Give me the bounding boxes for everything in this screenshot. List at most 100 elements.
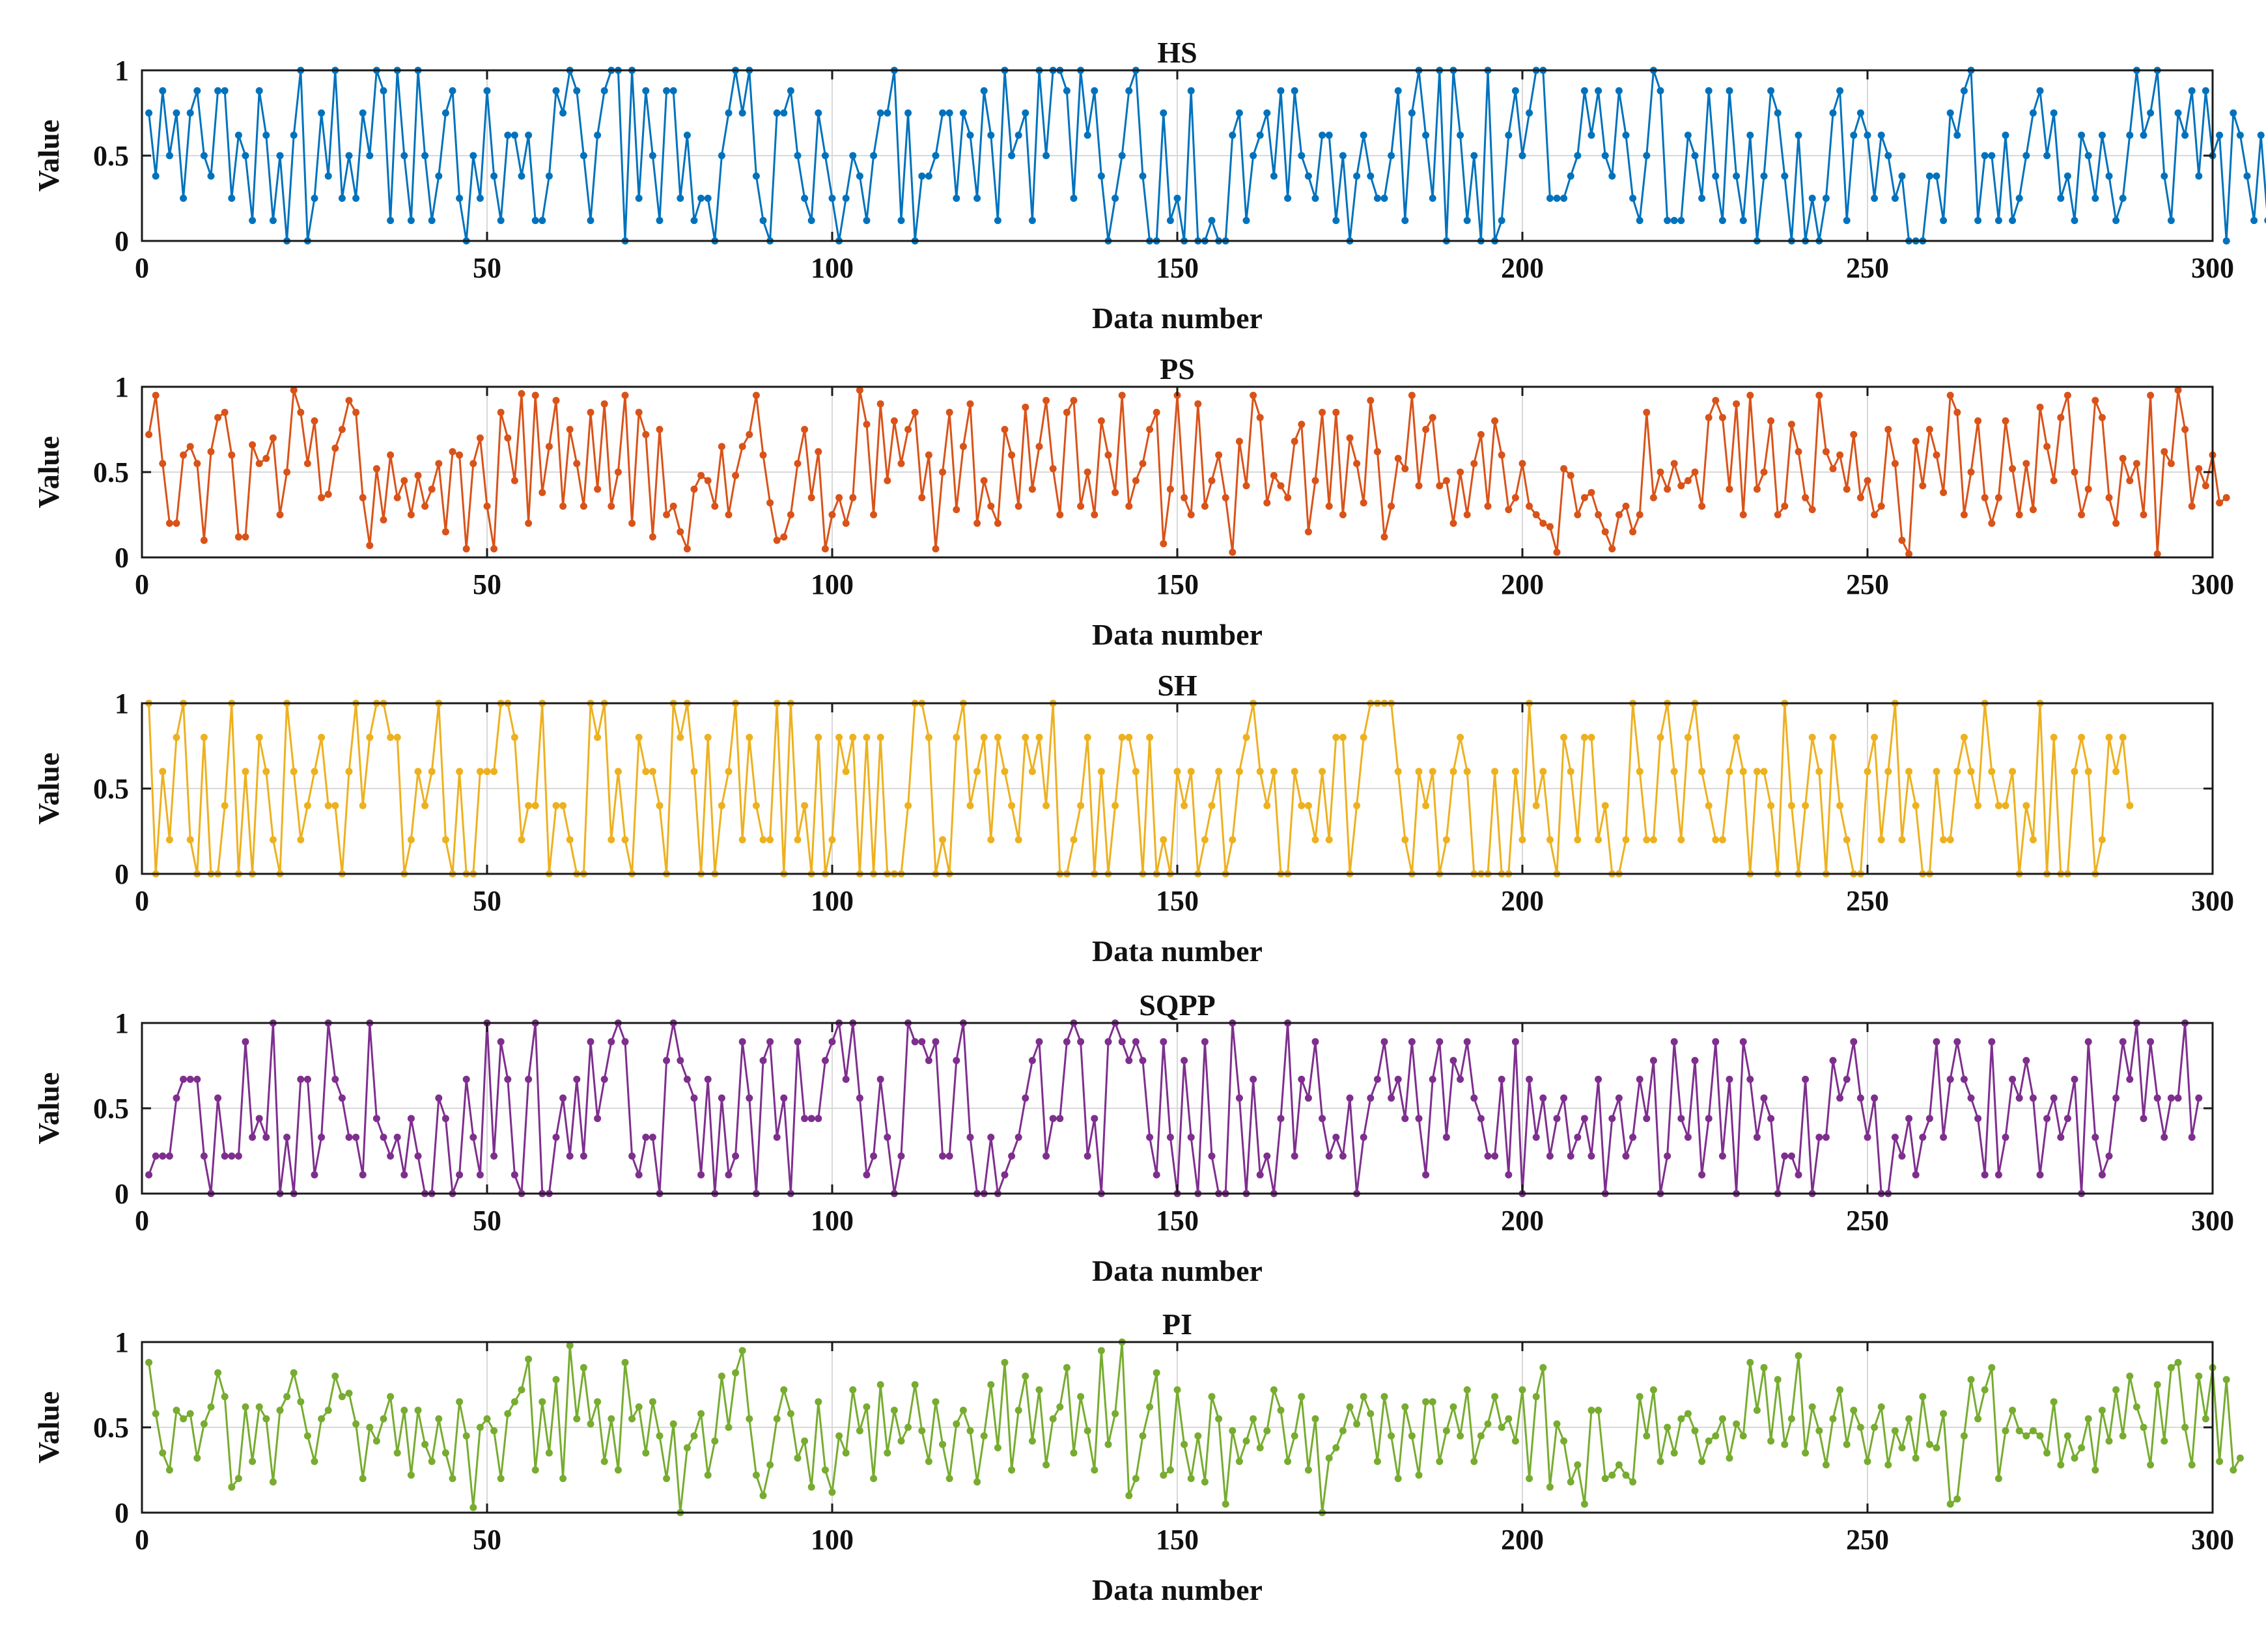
data-point-ps-284 [2098, 413, 2106, 421]
data-point-pi-167 [1291, 1432, 1298, 1440]
data-point-pi-48 [469, 1504, 477, 1511]
data-point-ps-185 [1415, 482, 1423, 490]
data-point-ps-139 [1097, 417, 1105, 425]
data-point-ps-60 [552, 397, 560, 404]
data-point-hs-9 [200, 152, 208, 160]
data-point-ps-46 [456, 451, 464, 459]
data-point-sqpp-291 [2147, 1038, 2155, 1046]
data-point-hs-301 [2216, 132, 2224, 139]
data-point-hs-186 [1422, 132, 1430, 139]
data-point-ps-227 [1705, 413, 1713, 421]
data-point-pi-220 [1657, 1457, 1664, 1465]
data-point-hs-76 [663, 87, 671, 94]
data-point-sqpp-264 [1960, 1076, 1968, 1083]
data-point-sqpp-182 [1394, 1076, 1402, 1083]
data-point-pi-264 [1960, 1432, 1968, 1440]
x-tick-label-ps-6: 300 [2191, 568, 2234, 600]
data-point-hs-42 [428, 217, 436, 225]
data-point-sh-103 [849, 733, 857, 741]
data-point-pi-293 [2161, 1437, 2168, 1445]
data-point-hs-90 [759, 217, 767, 225]
data-point-ps-42 [428, 485, 436, 493]
data-point-hs-215 [1622, 132, 1630, 139]
data-point-ps-39 [407, 511, 415, 518]
data-point-ps-78 [677, 528, 684, 536]
data-point-pi-123 [987, 1381, 995, 1388]
data-point-ps-196 [1491, 417, 1499, 425]
data-point-pi-14 [234, 1475, 242, 1483]
data-point-hs-251 [1871, 195, 1879, 202]
data-point-sh-171 [1319, 768, 1326, 776]
data-point-sh-247 [1843, 836, 1851, 844]
data-point-ps-95 [794, 460, 802, 468]
data-point-ps-54 [511, 477, 518, 484]
data-point-ps-31 [352, 408, 360, 416]
data-point-sh-208 [1574, 836, 1582, 844]
data-point-ps-173 [1332, 408, 1340, 416]
data-point-sqpp-116 [939, 1152, 947, 1160]
data-point-pi-255 [1898, 1444, 1906, 1451]
data-point-pi-133 [1056, 1403, 1064, 1411]
data-point-hs-168 [1298, 152, 1306, 160]
data-point-sh-200 [1518, 836, 1526, 844]
data-point-ps-263 [1953, 408, 1961, 416]
panel-sqpp: 0 50 100 150 200 250 300 0 0.5 1 SQPP Value Data num… [32, 988, 2234, 1287]
data-point-sqpp-5 [173, 1094, 180, 1102]
data-point-ps-250 [1864, 477, 1871, 484]
data-point-sh-50 [483, 768, 491, 776]
data-point-sh-54 [511, 733, 518, 741]
data-point-ps-113 [918, 494, 926, 501]
data-point-ps-49 [476, 434, 484, 442]
data-point-pi-195 [1484, 1420, 1492, 1428]
data-point-pi-132 [1049, 1415, 1057, 1423]
data-point-sh-176 [1353, 802, 1361, 809]
data-point-ps-2 [152, 391, 160, 399]
data-point-pi-261 [1940, 1410, 1948, 1418]
data-point-ps-91 [766, 499, 774, 507]
data-point-pi-13 [228, 1483, 236, 1491]
data-point-hs-36 [387, 217, 395, 225]
data-point-sh-25 [311, 768, 318, 776]
data-point-hs-225 [1691, 152, 1699, 160]
data-point-hs-191 [1457, 132, 1464, 139]
data-point-pi-237 [1774, 1376, 1782, 1384]
data-point-pi-254 [1891, 1427, 1899, 1435]
data-point-hs-135 [1070, 195, 1078, 202]
data-point-pi-34 [372, 1437, 380, 1445]
data-point-sh-148 [1160, 836, 1168, 844]
data-point-sh-39 [407, 836, 415, 844]
data-point-sqpp-248 [1850, 1038, 1858, 1046]
data-point-sh-23 [297, 836, 305, 844]
data-point-hs-2 [152, 172, 160, 180]
data-point-sqpp-240 [1795, 1171, 1802, 1179]
data-point-hs-176 [1353, 172, 1361, 180]
data-point-ps-285 [2105, 494, 2113, 501]
data-point-sqpp-61 [559, 1094, 567, 1102]
data-point-hs-110 [897, 217, 905, 225]
data-point-hs-308 [2264, 217, 2266, 224]
data-point-ps-200 [1518, 460, 1526, 468]
data-point-hs-197 [1498, 217, 1505, 225]
data-point-sqpp-21 [283, 1134, 291, 1141]
data-point-hs-127 [1014, 132, 1022, 139]
data-point-pi-226 [1698, 1457, 1706, 1465]
data-point-sqpp-112 [911, 1038, 919, 1046]
data-point-sqpp-246 [1836, 1094, 1844, 1102]
data-point-ps-143 [1125, 502, 1133, 510]
data-point-ps-242 [1808, 506, 1816, 514]
data-point-sqpp-29 [338, 1094, 346, 1102]
data-point-pi-181 [1388, 1432, 1395, 1440]
data-point-ps-156 [1215, 451, 1223, 459]
data-point-ps-172 [1325, 502, 1333, 510]
data-point-pi-166 [1284, 1457, 1292, 1465]
data-point-sqpp-295 [2174, 1094, 2182, 1102]
data-point-ps-245 [1829, 465, 1837, 473]
data-point-sqpp-243 [1815, 1134, 1823, 1141]
data-point-ps-51 [490, 545, 498, 553]
data-point-hs-78 [677, 195, 684, 202]
data-point-ps-205 [1553, 548, 1561, 556]
panel-ps: 0 50 100 150 200 250 300 0 0.5 1 PS Value Data numbe… [32, 352, 2234, 651]
data-point-hs-163 [1263, 109, 1271, 117]
data-point-ps-97 [807, 494, 815, 501]
data-point-hs-201 [1526, 109, 1533, 117]
